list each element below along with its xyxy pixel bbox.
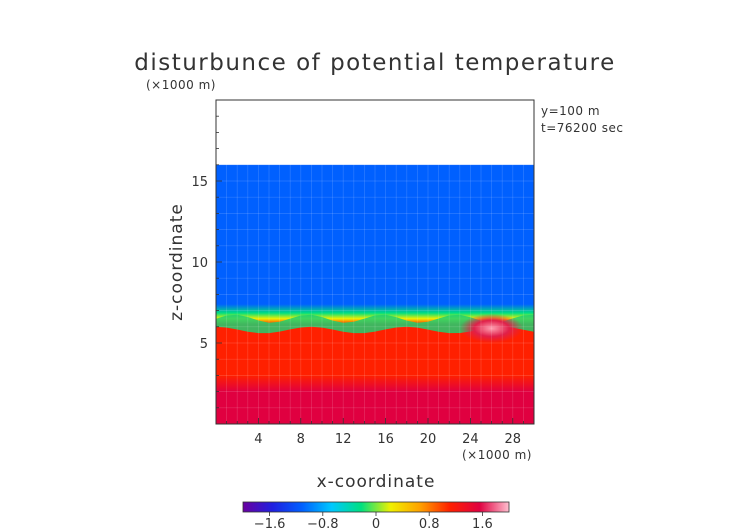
x-tick-label: 8 bbox=[297, 432, 305, 447]
x-unit-label: (×1000 m) bbox=[462, 448, 532, 462]
gridlines bbox=[216, 100, 534, 424]
colorbar-ticks: −1.6 −0.8 0 0.8 1.6 bbox=[254, 512, 493, 532]
colorbar-tick-label: 1.6 bbox=[472, 517, 493, 532]
y-position-label: y=100 m bbox=[541, 104, 600, 118]
colorbar bbox=[242, 501, 510, 513]
warm-pocket bbox=[459, 313, 524, 344]
y-axis-label: z-coordinate bbox=[167, 203, 187, 321]
z-unit-label: (×1000 m) bbox=[146, 78, 216, 92]
colorbar-tick-label: 0 bbox=[372, 517, 380, 532]
y-tick-label: 5 bbox=[200, 337, 208, 352]
colorbar-tick-label: 0.8 bbox=[419, 517, 440, 532]
temperature-field bbox=[216, 164, 534, 424]
colorbar-tick-label: −0.8 bbox=[307, 517, 339, 532]
x-tick-label: 20 bbox=[420, 432, 437, 447]
x-axis-label: x-coordinate bbox=[317, 472, 436, 492]
time-label: t=76200 sec bbox=[541, 121, 623, 135]
x-tick-label: 24 bbox=[462, 432, 479, 447]
plot-area bbox=[216, 100, 534, 424]
colorbar-tick-label: −1.6 bbox=[254, 517, 286, 532]
x-tick-label: 4 bbox=[254, 432, 262, 447]
layer-boundary bbox=[216, 314, 534, 334]
y-tick-label: 10 bbox=[191, 256, 208, 271]
x-tick-label: 28 bbox=[505, 432, 522, 447]
chart-title: disturbunce of potential temperature bbox=[134, 50, 616, 76]
y-tick-label: 15 bbox=[191, 175, 208, 190]
x-tick-label: 12 bbox=[335, 432, 352, 447]
y-axis: 5 10 15 bbox=[191, 115, 222, 409]
x-axis: 4 8 12 16 20 24 28 bbox=[226, 418, 524, 447]
x-tick-label: 16 bbox=[377, 432, 394, 447]
